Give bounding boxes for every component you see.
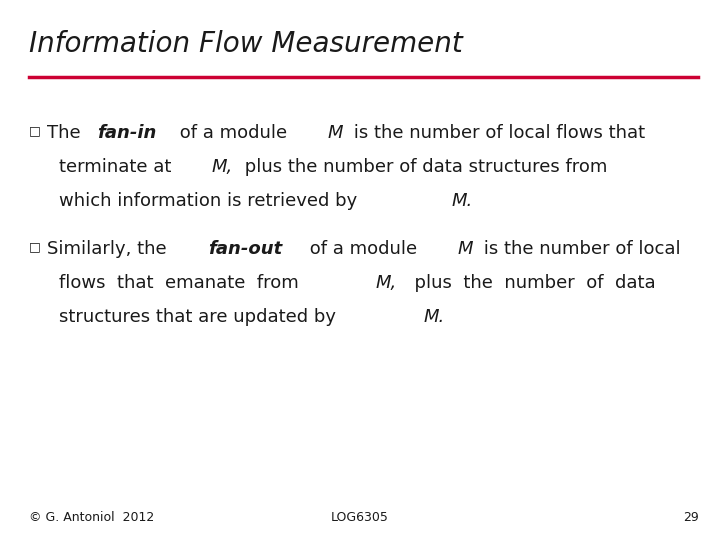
Text: Information Flow Measurement: Information Flow Measurement xyxy=(29,30,462,58)
Text: of a module: of a module xyxy=(305,240,423,258)
Text: M: M xyxy=(458,240,473,258)
Text: LOG6305: LOG6305 xyxy=(331,511,389,524)
Text: is the number of local: is the number of local xyxy=(478,240,680,258)
Text: which information is retrieved by: which information is retrieved by xyxy=(59,192,363,210)
Text: □: □ xyxy=(29,124,40,137)
Text: plus  the  number  of  data: plus the number of data xyxy=(403,274,656,292)
Text: M: M xyxy=(328,124,343,142)
Text: of a module: of a module xyxy=(174,124,293,142)
Text: is the number of local flows that: is the number of local flows that xyxy=(348,124,644,142)
Text: terminate at: terminate at xyxy=(59,158,177,176)
Text: 29: 29 xyxy=(683,511,698,524)
Text: M.: M. xyxy=(424,308,445,326)
Text: fan-out: fan-out xyxy=(209,240,283,258)
Text: © G. Antoniol  2012: © G. Antoniol 2012 xyxy=(29,511,154,524)
Text: M.: M. xyxy=(451,192,472,210)
Text: □: □ xyxy=(29,240,40,253)
Text: flows  that  emanate  from: flows that emanate from xyxy=(59,274,305,292)
Text: structures that are updated by: structures that are updated by xyxy=(59,308,342,326)
Text: Similarly, the: Similarly, the xyxy=(47,240,172,258)
Text: fan-in: fan-in xyxy=(98,124,157,142)
Text: plus the number of data structures from: plus the number of data structures from xyxy=(239,158,607,176)
Text: The: The xyxy=(47,124,86,142)
Text: M,: M, xyxy=(376,274,397,292)
Text: M,: M, xyxy=(212,158,233,176)
